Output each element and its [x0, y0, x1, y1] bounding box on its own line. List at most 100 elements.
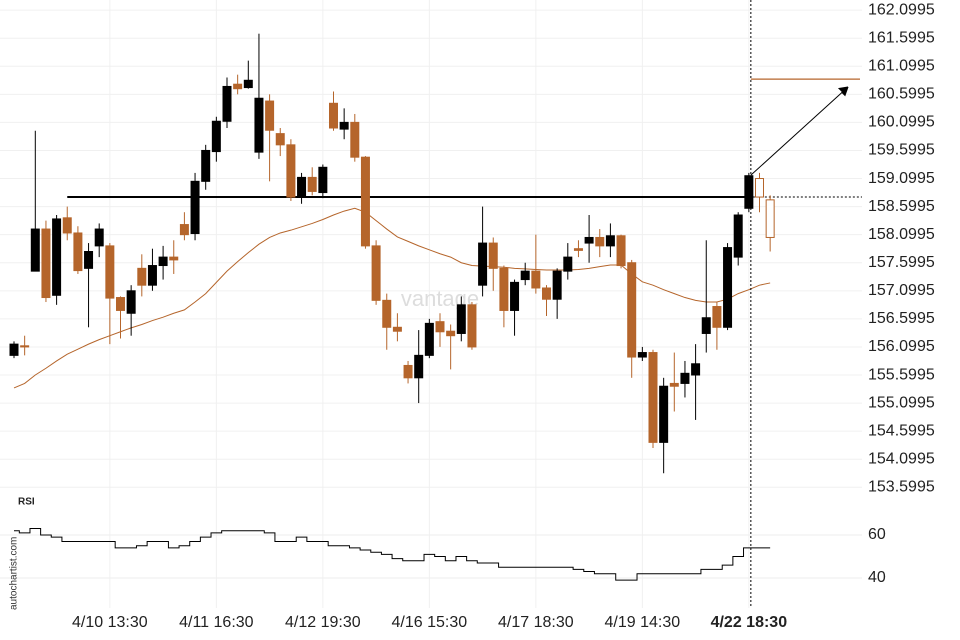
y-tick-label: 157.0995: [868, 282, 935, 299]
candle-body: [382, 299, 392, 328]
candle-body: [265, 100, 275, 131]
candle-body: [424, 322, 434, 356]
candle-body: [62, 217, 72, 234]
candle-body: [755, 178, 764, 198]
grid: [0, 0, 862, 608]
y-tick-label: 160.5995: [868, 86, 935, 103]
y-tick-label: 158.5995: [868, 198, 935, 215]
y-tick-label: 156.0995: [868, 338, 935, 355]
candle-body: [254, 97, 264, 153]
x-tick-label: 4/16 15:30: [392, 614, 468, 631]
candle-body: [680, 372, 690, 384]
candle-body: [73, 232, 83, 272]
rsi-title: RSI: [18, 497, 35, 508]
candle-body: [542, 287, 551, 300]
candle-body: [616, 235, 626, 267]
candle-body: [360, 156, 370, 247]
source: autochartist.com: [9, 537, 20, 610]
candle-body: [147, 265, 157, 286]
x-tick-label: 4/17 18:30: [498, 614, 574, 631]
candle-body: [211, 120, 221, 153]
candle-body: [733, 214, 743, 258]
y-tick-label: 158.0995: [868, 226, 935, 243]
y-tick-label: 160.0995: [868, 114, 935, 131]
x-tick-label: 4/10 13:30: [72, 614, 148, 631]
y-tick-label: 161.5995: [868, 29, 935, 46]
rsi-line: [14, 528, 771, 581]
candle-body: [169, 256, 179, 261]
candle-body: [41, 228, 51, 299]
candle-body: [371, 245, 381, 301]
candle-body: [595, 236, 605, 247]
candle-body: [765, 199, 775, 238]
candle-body: [222, 85, 232, 122]
candle-body: [94, 228, 104, 247]
candle-body: [318, 166, 328, 194]
candle-body: [691, 363, 701, 376]
candle-body: [339, 121, 349, 130]
y-tick-label: 161.0995: [868, 57, 935, 74]
candle-body: [584, 236, 594, 244]
arrow-head: [837, 86, 849, 97]
x-tick-label: 4/22 18:30: [711, 614, 788, 631]
candle-body: [243, 79, 253, 89]
x-tick-label: 4/11 16:30: [179, 614, 254, 631]
y-tick-label: 155.5995: [868, 366, 935, 383]
candle-body: [648, 352, 658, 443]
moving-average: [13, 207, 771, 389]
y-tick-label: 40: [868, 569, 886, 586]
candle-body: [84, 251, 94, 269]
candle-body: [329, 102, 338, 129]
candle-body: [275, 133, 285, 146]
candle-body: [105, 245, 115, 299]
candle-body: [467, 304, 477, 348]
y-tick-label: 157.5995: [868, 254, 935, 271]
candle-body: [137, 267, 147, 286]
candle-body: [158, 256, 168, 267]
y-tick-label: 156.5995: [868, 310, 935, 327]
candle-body: [478, 242, 488, 286]
candle-body: [520, 270, 530, 281]
candle-body: [456, 304, 466, 334]
candle-body: [233, 83, 243, 90]
candle-body: [52, 218, 62, 296]
candle-body: [350, 121, 360, 158]
y-tick-label: 159.0995: [868, 170, 935, 187]
candle-body: [179, 224, 189, 236]
forecast-arrow: [750, 86, 849, 176]
candle-body: [605, 235, 615, 247]
candle-body: [30, 228, 40, 272]
candle-body: [414, 354, 424, 379]
candle-body: [499, 267, 509, 311]
candle-body: [488, 242, 498, 269]
candle-body: [573, 248, 583, 251]
candle-body: [297, 176, 307, 198]
y-tick-label: 60: [868, 526, 886, 543]
candle-body: [392, 326, 402, 332]
candle-body: [435, 321, 445, 333]
candle-body: [563, 256, 573, 272]
y-tick-label: 154.5995: [868, 422, 935, 439]
candle-body: [669, 382, 679, 387]
candle-body: [510, 281, 520, 311]
x-tick-label: 4/19 14:30: [605, 614, 681, 631]
candle-body: [723, 247, 733, 328]
y-tick-label: 155.0995: [868, 394, 935, 411]
candle-body: [744, 175, 754, 209]
candle-body: [446, 330, 456, 337]
y-tick-label: 153.5995: [868, 479, 935, 496]
candle-body: [403, 364, 413, 379]
candle-body: [307, 176, 317, 192]
candle-body: [201, 149, 211, 182]
candle-body: [712, 306, 722, 328]
candle-body: [637, 352, 647, 358]
candle-body: [286, 144, 296, 198]
candle-body: [552, 270, 562, 300]
candle-body: [116, 297, 125, 311]
candle-body: [531, 270, 541, 289]
candle-body: [190, 180, 200, 235]
candle-body: [627, 262, 637, 358]
candle-body: [659, 385, 669, 443]
